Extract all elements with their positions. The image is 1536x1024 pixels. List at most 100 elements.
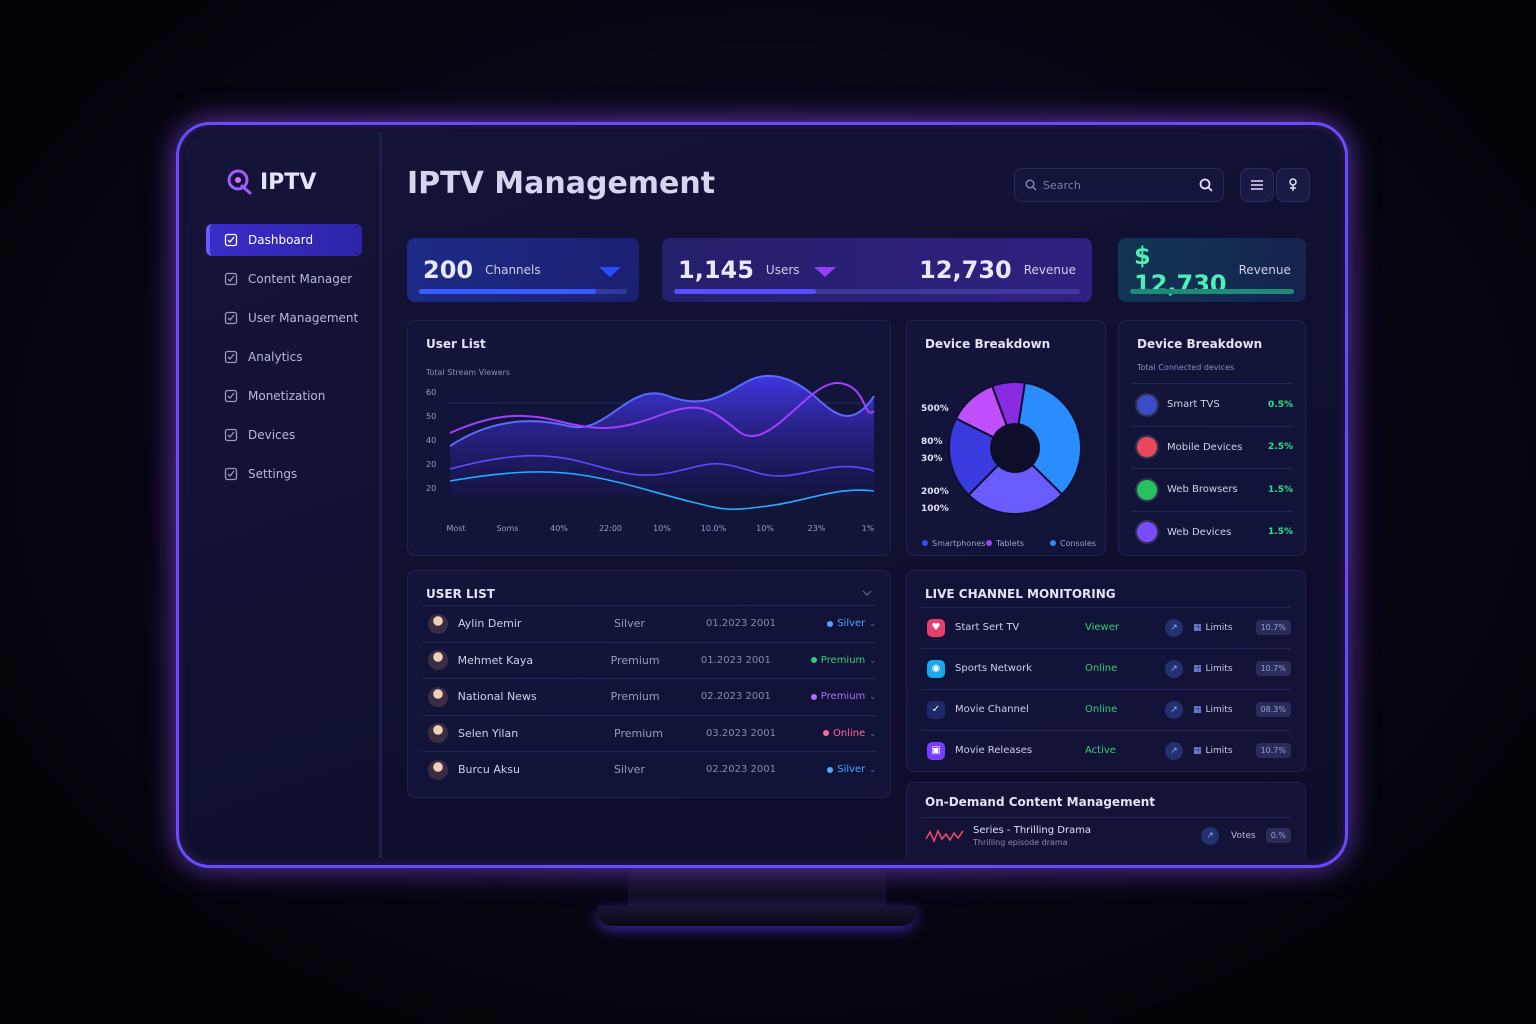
on-demand-item[interactable]: Series - Thrilling Drama Thrilling episo… [921, 817, 1291, 853]
revenue-stat-card[interactable]: $ 12,730 Revenue [1118, 238, 1306, 302]
status-label: Silver [837, 764, 866, 776]
edit-icon[interactable]: ↗ [1165, 741, 1183, 760]
on-demand-panel: On-Demand Content Management Series - Th… [906, 782, 1306, 858]
device-icon [1137, 437, 1157, 457]
status-badge[interactable]: Online ⌄ [823, 728, 876, 739]
sidebar-item-devices[interactable]: Devices [206, 419, 362, 451]
channels-trend-icon [599, 267, 621, 277]
device-list-item[interactable]: Web Devices 1.5% [1131, 510, 1293, 553]
search-submit-icon[interactable] [1199, 178, 1213, 192]
pin-icon [1289, 178, 1297, 191]
y-tick-label: 40 [426, 436, 436, 445]
users-label: Users [765, 263, 800, 277]
user-date: 02.2023 2001 [706, 764, 776, 776]
device-list-item[interactable]: Smart TVS 0.5% [1131, 383, 1293, 425]
edit-icon[interactable]: ↗ [1165, 700, 1183, 719]
sidebar-item-label: Dashboard [248, 233, 314, 247]
legend-dot [986, 540, 992, 546]
channel-row[interactable]: ✓ Movie Channel Online ↗ ▦ Limits 08.3% [921, 689, 1291, 729]
user-name: Aylin Demir [458, 617, 522, 630]
users-progress-bar [674, 289, 1080, 294]
channel-icon: ✓ [927, 700, 945, 719]
sidebar-item-analytics[interactable]: Analytics [206, 341, 362, 373]
avatar [428, 650, 448, 671]
sidebar-item-content-manager[interactable]: Content Manager [206, 263, 362, 295]
sidebar-item-user-management[interactable]: User Management [206, 302, 362, 334]
channel-tag-label: Limits [1205, 745, 1233, 756]
device-value: 2.5% [1268, 442, 1293, 452]
sidebar: IPTV Dashboard Content Manager User Manage… [186, 132, 382, 858]
sidebar-item-label: Settings [248, 467, 298, 481]
legend-label: Consoles [1060, 539, 1096, 548]
sidebar-item-dashboard[interactable]: Dashboard [206, 224, 362, 256]
channels-count: 200 [423, 256, 474, 284]
sidebar-item-monetization[interactable]: Monetization [206, 380, 362, 412]
menu-button[interactable] [1240, 168, 1274, 202]
on-demand-title: On-Demand Content Management [925, 795, 1155, 809]
device-value: 1.5% [1268, 484, 1293, 495]
revenue-progress-bar [1130, 289, 1294, 294]
status-badge[interactable]: Silver ⌄ [827, 764, 876, 775]
channel-tag: ▦ Limits [1193, 705, 1233, 715]
x-tick-label: Most [446, 524, 465, 533]
on-demand-tag: Votes [1231, 830, 1256, 841]
channel-icon: ◉ [927, 659, 945, 678]
table-row[interactable]: Selen Yilan Premium 03.2023 2001 Online ⌄ [422, 714, 876, 751]
status-dot [827, 766, 834, 773]
channel-status: Online [1085, 704, 1118, 715]
notifications-button[interactable] [1276, 168, 1310, 202]
status-badge[interactable]: Premium ⌄ [810, 655, 876, 666]
status-badge[interactable]: Silver ⌄ [827, 618, 876, 629]
device-list-title: Device Breakdown [1137, 337, 1263, 351]
y-tick-label: 60 [426, 388, 436, 397]
grid-icon: ▦ [1193, 663, 1202, 674]
channel-tag: ▦ Limits [1193, 623, 1233, 633]
user-plan: Premium [610, 690, 660, 704]
search-box[interactable] [1014, 168, 1224, 202]
channel-name: Movie Channel [955, 704, 1029, 715]
channel-row[interactable]: ◉ Sports Network Online ↗ ▦ Limits 10.7% [921, 648, 1291, 688]
user-name: Mehmet Kaya [457, 653, 534, 667]
channels-label: Channels [485, 263, 541, 277]
channels-stat-card[interactable]: 200 Channels [407, 238, 639, 302]
chart-line-series-1 [449, 374, 875, 447]
device-list-item[interactable]: Mobile Devices 2.5% [1131, 425, 1293, 468]
status-badge[interactable]: Premium ⌄ [810, 691, 876, 702]
search-input[interactable] [1043, 178, 1183, 192]
device-donut-title: Device Breakdown [925, 337, 1051, 351]
legend-dot [1050, 540, 1056, 546]
y-tick-label: 20 [426, 460, 436, 469]
table-row[interactable]: Mehmet Kaya Premium 01.2023 2001 Premium ⌄ [422, 641, 876, 678]
channel-percent: 08.3% [1255, 702, 1291, 717]
status-dot [827, 620, 834, 627]
x-tick-label: Soms [497, 524, 519, 533]
edit-icon[interactable]: ↗ [1165, 659, 1183, 678]
channel-row[interactable]: ♥ Start Sert TV Viewer ↗ ▦ Limits 10.7% [921, 607, 1291, 647]
status-label: Online [833, 727, 866, 739]
channel-icon: ▣ [927, 741, 945, 760]
grid-icon: ▦ [1193, 745, 1202, 756]
legend-label: Smartphones [932, 539, 985, 548]
chevron-down-icon[interactable] [862, 589, 872, 597]
edit-icon[interactable]: ↗ [1165, 618, 1183, 637]
chart-line-series-3 [449, 454, 875, 477]
device-list-item[interactable]: Web Browsers 1.5% [1131, 468, 1293, 510]
app-logo[interactable]: IPTV [226, 168, 316, 196]
table-row[interactable]: National News Premium 02.2023 2001 Premium ⌄ [422, 678, 876, 714]
channel-tag-label: Limits [1205, 704, 1233, 715]
table-row[interactable]: Burcu Aksu Silver 02.2023 2001 Silver ⌄ [422, 751, 876, 787]
devices-icon [224, 428, 238, 442]
channel-row[interactable]: ▣ Movie Releases Active ↗ ▦ Limits 10.7% [921, 730, 1291, 770]
live-channels-panel: LIVE CHANNEL MONITORING ♥ Start Sert TV Vi… [906, 570, 1306, 772]
user-chart-subtitle: Total Stream Viewers [426, 368, 511, 377]
x-tick-label: 10% [756, 524, 774, 533]
device-icon [1137, 522, 1157, 542]
device-donut-chart: 500% 80% 30% 200% 100% Smartphones Tablets Con… [921, 381, 1096, 548]
edit-icon[interactable]: ↗ [1201, 826, 1220, 845]
users-stat-card[interactable]: 1,145 Users 12,730 Revenue [662, 238, 1092, 302]
user-plan: Premium [614, 726, 663, 740]
table-row[interactable]: Aylin Demir Silver 01.2023 2001 Silver ⌄ [422, 605, 876, 641]
chart-line-series-2 [449, 381, 875, 438]
sidebar-item-settings[interactable]: Settings [206, 458, 362, 490]
device-list-subtitle: Total Connected devices [1137, 363, 1235, 372]
